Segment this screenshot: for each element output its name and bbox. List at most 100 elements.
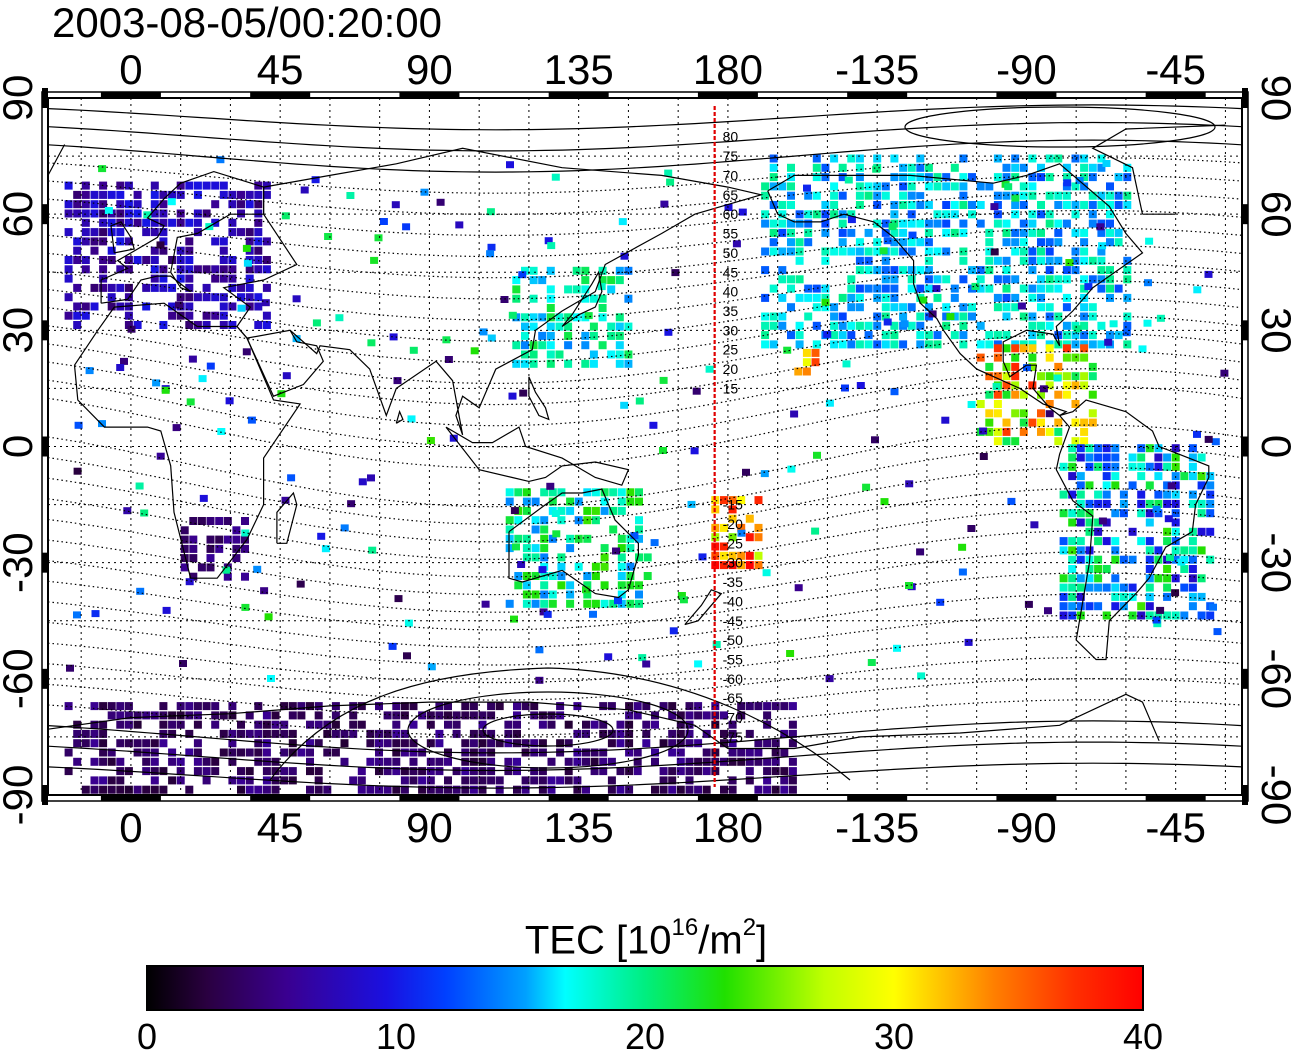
tec-cell (188, 355, 197, 363)
tec-cell (893, 644, 901, 652)
tec-cell (993, 344, 1002, 353)
frame-tick (548, 92, 609, 98)
tec-cell (557, 488, 566, 497)
tec-cell (175, 301, 183, 309)
tec-cell (1045, 275, 1054, 284)
tec-cell (958, 568, 967, 576)
tec-cell (855, 266, 864, 275)
tec-cell (478, 739, 487, 748)
tec-cell (976, 275, 985, 284)
tec-cell (470, 347, 479, 355)
tec-cell (924, 256, 933, 265)
bottom-lon-label: 135 (544, 804, 614, 851)
tec-cell (1017, 302, 1026, 310)
tec-cell (1085, 583, 1094, 592)
frame-tick (42, 88, 48, 108)
tec-cell (150, 767, 159, 776)
tec-cell (1019, 427, 1028, 436)
tec-cell (219, 190, 228, 199)
tec-cell (521, 359, 529, 368)
tec-cell (64, 748, 73, 757)
tec-cell (152, 379, 161, 387)
tec-cell (314, 702, 323, 711)
tec-cell (599, 757, 608, 766)
meridian-lat-label: 35 (723, 303, 739, 319)
tec-cell (802, 348, 811, 357)
tec-cell (958, 543, 967, 551)
tec-cell (142, 757, 151, 766)
tec-cell (193, 181, 202, 190)
tec-cell (787, 284, 795, 293)
tec-cell (985, 182, 994, 191)
tec-cell (873, 247, 882, 256)
tec-region-north-america (761, 154, 1132, 349)
tec-cell (1163, 462, 1172, 471)
tec-cell (1088, 201, 1097, 209)
tec-cell (660, 200, 669, 208)
tec-cell (864, 331, 873, 340)
tec-cell (1054, 437, 1063, 446)
tec-cell (254, 748, 263, 757)
tec-cell (394, 595, 403, 603)
tec-cell (1163, 490, 1172, 499)
tec-cell (771, 757, 780, 766)
tec-cell (985, 238, 994, 247)
tec-cell (107, 246, 116, 255)
tec-cell (941, 416, 950, 424)
tec-cell (555, 350, 564, 359)
tec-cell (855, 303, 864, 312)
tec-cell (159, 283, 168, 292)
tec-cell (873, 321, 882, 330)
tec-cell (591, 506, 600, 515)
magnetic-contour (47, 656, 1242, 701)
tec-cell (522, 581, 531, 590)
tec-cell (1171, 453, 1180, 462)
tec-cell (64, 265, 73, 274)
tec-cell (564, 322, 573, 331)
tec-cell (64, 767, 73, 776)
tec-cell (215, 544, 224, 553)
tec-cell (228, 757, 237, 766)
tec-cell (1068, 565, 1077, 573)
tec-cell (564, 331, 573, 340)
tec-cell (1054, 275, 1063, 284)
tec-cell (99, 283, 108, 292)
tec-cell (548, 534, 557, 543)
tec-cell (202, 311, 211, 320)
tec-cell (1145, 583, 1154, 592)
tec-cell (142, 218, 151, 227)
tec-cell (73, 757, 82, 766)
magnetic-contour (47, 678, 1242, 719)
tec-cell (936, 598, 945, 606)
tec-cell (907, 275, 916, 284)
tec-cell (116, 283, 125, 292)
tec-cell (314, 739, 323, 748)
tec-cell (720, 496, 728, 505)
tec-cell (812, 191, 821, 200)
tec-cell (821, 303, 830, 312)
tec-cell (1180, 565, 1189, 573)
tec-cell (1096, 223, 1105, 231)
tec-cell (211, 757, 220, 766)
tec-cell (761, 340, 770, 349)
tec-cell (168, 720, 177, 729)
tec-cell (933, 247, 942, 256)
tec-cell (404, 619, 413, 627)
tec-cell (1062, 331, 1071, 340)
tec-cell (180, 535, 189, 544)
tec-cell (469, 702, 478, 711)
tec-cell (788, 720, 797, 729)
tec-cell (1062, 321, 1071, 330)
tec-cell (890, 293, 899, 302)
tec-cell (1197, 509, 1206, 518)
tec-cell (124, 218, 133, 227)
tec-cell (615, 350, 624, 359)
tec-cell (1137, 472, 1146, 481)
tec-cell (847, 216, 856, 224)
tec-cell (409, 776, 418, 785)
tec-cell (1054, 201, 1063, 209)
tec-cell (1059, 509, 1068, 518)
tec-cell (1080, 284, 1089, 293)
tec-cell (787, 303, 795, 312)
tec-cell (787, 238, 795, 247)
